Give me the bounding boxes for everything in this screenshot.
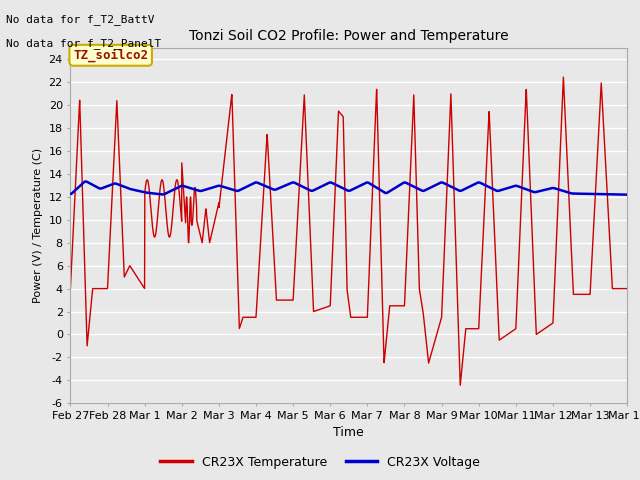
Text: TZ_soilco2: TZ_soilco2 bbox=[73, 48, 148, 62]
Legend: CR23X Temperature, CR23X Voltage: CR23X Temperature, CR23X Voltage bbox=[156, 451, 484, 474]
Title: Tonzi Soil CO2 Profile: Power and Temperature: Tonzi Soil CO2 Profile: Power and Temper… bbox=[189, 29, 509, 43]
X-axis label: Time: Time bbox=[333, 426, 364, 439]
Y-axis label: Power (V) / Temperature (C): Power (V) / Temperature (C) bbox=[33, 148, 43, 303]
Text: No data for f_T2_PanelT: No data for f_T2_PanelT bbox=[6, 38, 162, 49]
Text: No data for f_T2_BattV: No data for f_T2_BattV bbox=[6, 14, 155, 25]
